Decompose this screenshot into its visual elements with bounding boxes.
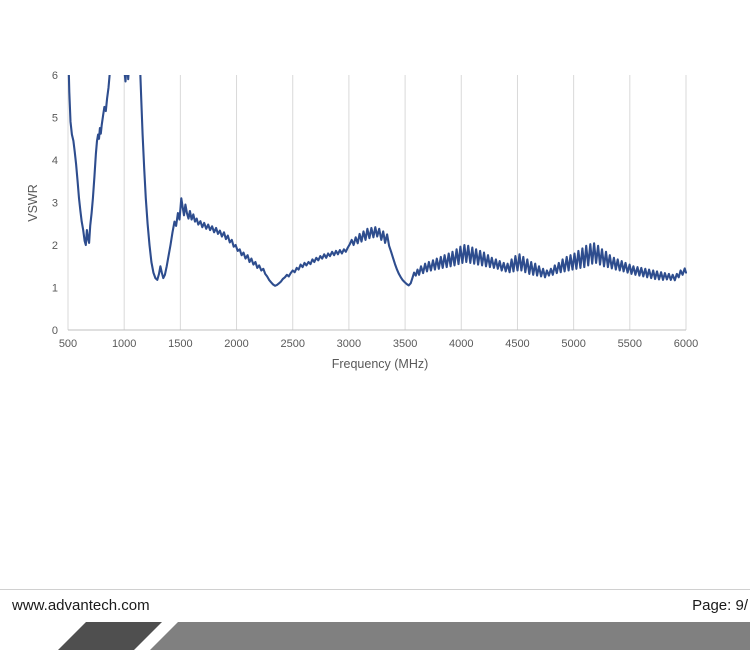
x-tick-label: 5000 bbox=[561, 338, 585, 350]
x-axis-title: Frequency (MHz) bbox=[332, 357, 429, 371]
chart-gridlines bbox=[67, 75, 687, 330]
x-tick-label: 6000 bbox=[674, 338, 698, 350]
banner-accent-stripe bbox=[58, 622, 162, 650]
footer-page-number: Page: 9/ bbox=[692, 597, 748, 614]
y-tick-label: 1 bbox=[52, 283, 58, 295]
y-tick-label: 2 bbox=[52, 240, 58, 252]
x-tick-label: 500 bbox=[59, 338, 77, 350]
bottom-banner bbox=[0, 622, 750, 650]
footer-divider bbox=[0, 589, 750, 590]
vswr-chart: 500 1000 1500 2000 2500 3000 3500 4000 4500 5000 5… bbox=[26, 70, 698, 371]
y-tick-label: 6 bbox=[52, 70, 58, 82]
banner-main-bar bbox=[150, 622, 750, 650]
x-tick-label: 4500 bbox=[505, 338, 529, 350]
vswr-curve bbox=[67, 75, 687, 287]
x-tick-label: 2500 bbox=[280, 338, 304, 350]
x-tick-label: 5500 bbox=[618, 338, 642, 350]
vswr-line-series bbox=[67, 75, 687, 287]
x-tick-label: 3000 bbox=[337, 338, 361, 350]
x-tick-label: 2000 bbox=[224, 338, 248, 350]
footer-website-link[interactable]: www.advantech.com bbox=[12, 597, 150, 614]
x-tick-label: 3500 bbox=[393, 338, 417, 350]
x-tick-label: 4000 bbox=[449, 338, 473, 350]
y-tick-label: 0 bbox=[52, 325, 58, 337]
y-tick-label: 3 bbox=[52, 198, 58, 210]
x-tick-label: 1500 bbox=[168, 338, 192, 350]
chart-tick-labels: 500 1000 1500 2000 2500 3000 3500 4000 4500 5000 5… bbox=[52, 70, 698, 350]
x-tick-label: 1000 bbox=[112, 338, 136, 350]
y-axis-title: VSWR bbox=[26, 184, 40, 222]
y-tick-label: 4 bbox=[52, 155, 58, 167]
y-tick-label: 5 bbox=[52, 113, 58, 125]
